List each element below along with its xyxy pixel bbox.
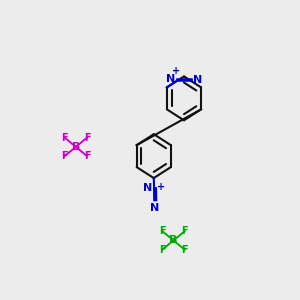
Text: F: F	[61, 133, 68, 142]
Text: F: F	[159, 245, 166, 255]
Text: F: F	[84, 151, 90, 161]
Text: N: N	[150, 203, 159, 213]
Text: N: N	[193, 75, 203, 85]
Text: F: F	[182, 226, 188, 236]
Text: +: +	[172, 66, 180, 76]
Text: N: N	[143, 183, 152, 193]
Text: F: F	[159, 226, 166, 236]
Text: B: B	[72, 142, 80, 152]
Text: B: B	[169, 236, 178, 245]
Text: +: +	[157, 182, 165, 192]
Text: N: N	[166, 74, 176, 84]
Text: F: F	[61, 151, 68, 161]
Text: F: F	[182, 245, 188, 255]
Text: F: F	[84, 133, 90, 142]
